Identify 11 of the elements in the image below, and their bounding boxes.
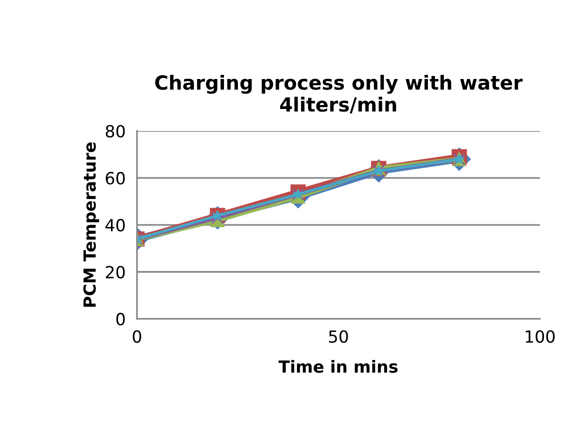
y-tick-label: 80 bbox=[106, 124, 125, 138]
chart-title: Charging process only with water 4liters/min bbox=[155, 74, 523, 114]
y-tick-label: 20 bbox=[106, 266, 125, 278]
y-tick-label: 0 bbox=[116, 312, 125, 326]
x-tick-label: 50 bbox=[329, 330, 348, 343]
y-tick-label: 60 bbox=[106, 172, 125, 185]
y-axis-title: PCM Temperature bbox=[83, 142, 100, 307]
x-tick-label: 0 bbox=[132, 330, 142, 343]
x-tick-label: 100 bbox=[526, 330, 555, 343]
x-axis-title: Time in mins bbox=[278, 360, 398, 373]
y-tick-label: 40 bbox=[105, 218, 125, 232]
